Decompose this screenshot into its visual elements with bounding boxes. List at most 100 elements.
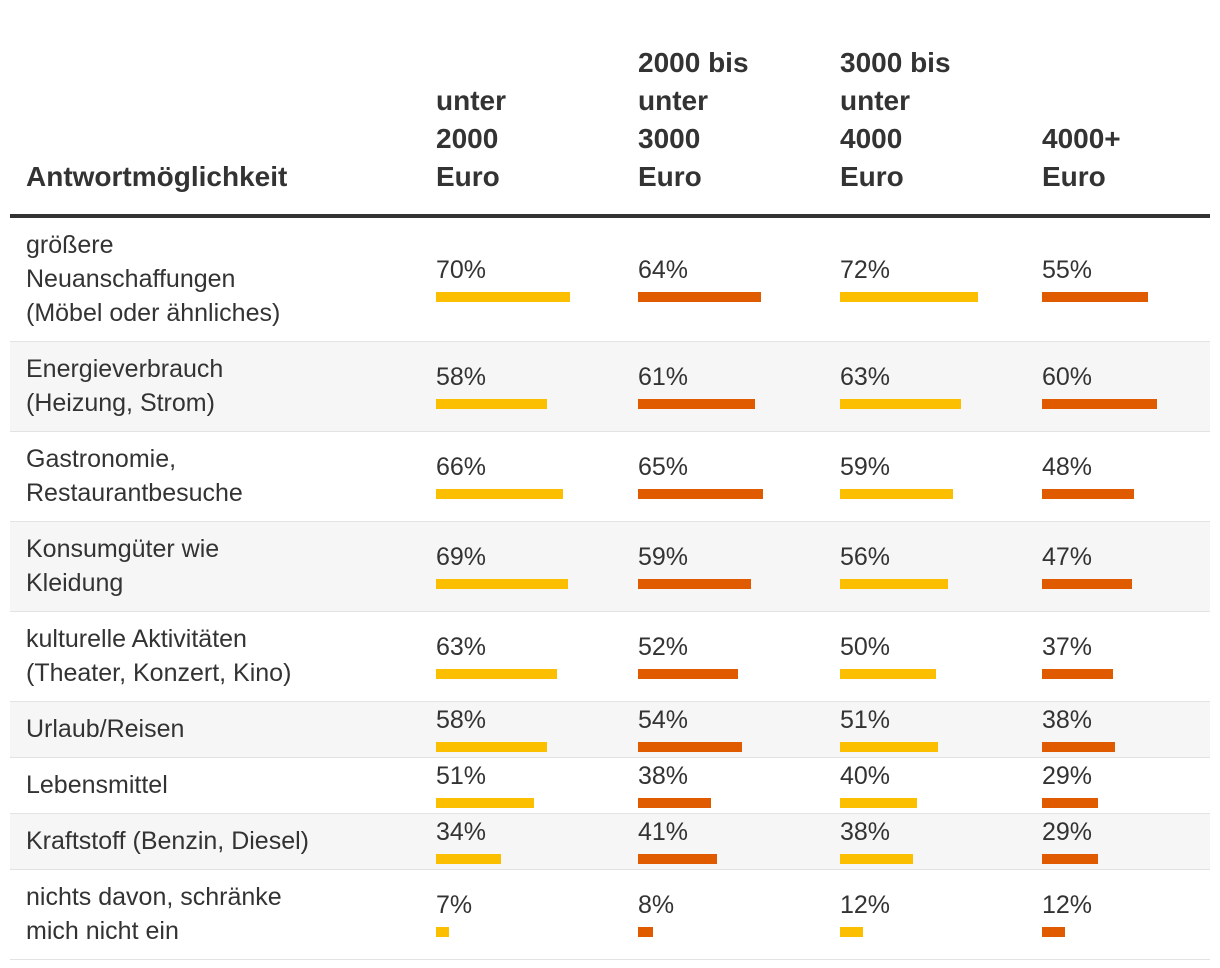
- bar-track: [840, 579, 1014, 589]
- bar-track: [1042, 399, 1200, 409]
- row-label: Urlaub/Reisen: [10, 701, 418, 758]
- column-header-answer: Antwortmöglichkeit: [10, 0, 418, 218]
- percentage-label: 59%: [840, 453, 891, 481]
- value-bar: [436, 489, 563, 499]
- value-bar: [840, 489, 953, 499]
- value-bar: [840, 399, 961, 409]
- column-header-line: Euro: [436, 161, 500, 192]
- value-cell: 47%: [1024, 521, 1210, 612]
- value-bar: [638, 669, 738, 679]
- bar-track: [436, 854, 610, 864]
- value-cell: 38%: [1024, 701, 1210, 758]
- bar-track: [436, 292, 610, 303]
- value-bar: [638, 742, 742, 752]
- value-cell: 41%: [620, 813, 822, 870]
- value-cell: 29%: [1024, 813, 1210, 870]
- bar-track: [436, 742, 610, 752]
- percentage-label: 51%: [436, 762, 487, 790]
- value-cell: 51%: [418, 757, 620, 814]
- value-cell: 8%: [620, 869, 822, 960]
- value-cell: 70%: [418, 216, 620, 342]
- row-label-line: Energieverbrauch: [26, 355, 224, 383]
- row-label-line: Kraftstoff (Benzin, Diesel): [26, 827, 309, 855]
- value-cell: 58%: [418, 701, 620, 758]
- percentage-label: 38%: [638, 762, 689, 790]
- value-bar: [638, 927, 653, 937]
- row-label-line: Gastronomie,: [26, 445, 177, 473]
- value-bar: [638, 489, 763, 499]
- percentage-label: 55%: [1042, 256, 1093, 285]
- column-header-line: 3000 bis: [840, 47, 951, 78]
- row-label-line: kulturelle Aktivitäten: [26, 625, 247, 653]
- value-bar: [1042, 579, 1132, 589]
- table-row: Urlaub/Reisen 58% 54% 51% 38%: [10, 701, 1210, 758]
- percentage-label: 60%: [1042, 363, 1093, 391]
- bar-track: [840, 742, 1014, 752]
- bar-track: [436, 579, 610, 589]
- percentage-label: 59%: [638, 543, 689, 571]
- value-bar: [638, 292, 761, 303]
- row-label-line: Kleidung: [26, 569, 124, 597]
- percentage-label: 52%: [638, 633, 689, 661]
- value-bar: [436, 292, 570, 303]
- column-header-line: Euro: [840, 161, 904, 192]
- value-cell: 50%: [822, 611, 1024, 702]
- value-cell: 37%: [1024, 611, 1210, 702]
- bar-track: [638, 399, 812, 409]
- bar-track: [840, 927, 1014, 937]
- row-label-line: größere: [26, 231, 114, 260]
- column-header-line: Euro: [638, 161, 702, 192]
- value-bar: [638, 579, 751, 589]
- percentage-label: 12%: [1042, 891, 1093, 919]
- percentage-label: 51%: [840, 706, 891, 734]
- row-label-line: (Möbel oder ähnliches): [26, 299, 281, 328]
- value-cell: 58%: [418, 341, 620, 432]
- value-cell: 55%: [1024, 216, 1210, 342]
- value-cell: 29%: [1024, 757, 1210, 814]
- value-bar: [1042, 669, 1113, 679]
- column-header-line: Antwortmöglichkeit: [26, 161, 288, 192]
- value-cell: 64%: [620, 216, 822, 342]
- row-label-line: Neuanschaffungen: [26, 265, 236, 294]
- bar-track: [1042, 742, 1200, 752]
- value-bar: [1042, 854, 1098, 864]
- value-bar: [638, 399, 755, 409]
- bar-track: [436, 669, 610, 679]
- bar-track: [840, 292, 1014, 303]
- percentage-label: 29%: [1042, 818, 1093, 846]
- percentage-label: 38%: [840, 818, 891, 846]
- value-cell: 34%: [418, 813, 620, 870]
- column-header-line: 2000: [436, 123, 499, 154]
- value-bar: [436, 854, 501, 864]
- column-header-line: Euro: [1042, 161, 1106, 192]
- bar-track: [1042, 489, 1200, 499]
- value-bar: [840, 579, 948, 589]
- row-label-line: mich nicht ein: [26, 917, 179, 945]
- bar-track: [1042, 579, 1200, 589]
- value-cell: 59%: [822, 431, 1024, 522]
- bar-track: [436, 399, 610, 409]
- column-header-line: unter: [840, 85, 910, 116]
- bar-track: [638, 798, 812, 808]
- value-cell: 38%: [620, 757, 822, 814]
- row-label-line: nichts davon, schränke: [26, 883, 282, 911]
- value-bar: [436, 579, 568, 589]
- bar-track: [840, 854, 1014, 864]
- column-header-line: unter: [436, 85, 506, 116]
- percentage-label: 34%: [436, 818, 487, 846]
- bar-track: [436, 489, 610, 499]
- table-row: kulturelle Aktivitäten (Theater, Konzert,…: [10, 611, 1210, 702]
- value-cell: 51%: [822, 701, 1024, 758]
- percentage-label: 58%: [436, 706, 487, 734]
- bar-track: [840, 798, 1014, 808]
- row-label: Konsumgüter wie Kleidung: [10, 521, 418, 612]
- row-label-line: Restaurantbesuche: [26, 479, 243, 507]
- row-label: Energieverbrauch (Heizung, Strom): [10, 341, 418, 432]
- value-cell: 40%: [822, 757, 1024, 814]
- percentage-label: 7%: [436, 891, 473, 919]
- percentage-label: 12%: [840, 891, 891, 919]
- survey-table-container: Antwortmöglichkeit unter 2000 Euro 2000 bis u…: [10, 0, 1210, 960]
- bar-track: [1042, 854, 1200, 864]
- value-bar: [1042, 292, 1148, 303]
- bar-track: [638, 489, 812, 499]
